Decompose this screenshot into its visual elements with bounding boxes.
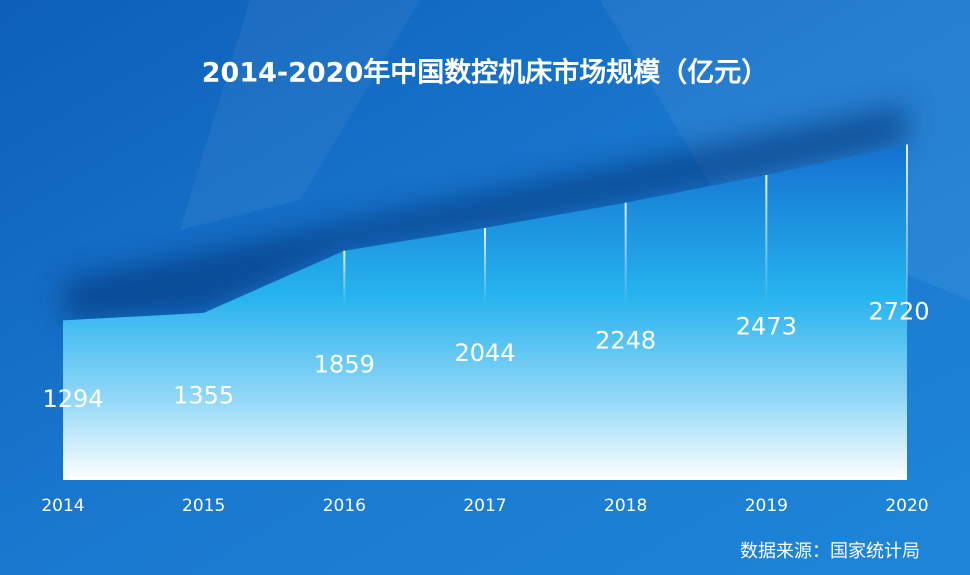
area — [63, 144, 907, 481]
x-tick-label: 2014 — [41, 496, 84, 516]
area-shadow — [63, 104, 907, 321]
x-tick-label: 2017 — [463, 496, 506, 516]
value-label: 1355 — [173, 381, 234, 409]
source-note: 数据来源：国家统计局 — [740, 541, 920, 562]
value-label: 2248 — [595, 326, 656, 354]
drop-line — [484, 227, 486, 305]
value-label: 2720 — [868, 297, 929, 325]
x-tick-label: 2015 — [182, 496, 225, 516]
value-label: 1859 — [314, 350, 375, 378]
drop-line — [906, 144, 908, 330]
plot: 1294 2014 1355 2015 1859 2016 2044 2017 2248 2018… — [41, 104, 930, 516]
value-label: 1294 — [42, 385, 103, 413]
x-tick-label: 2018 — [604, 496, 647, 516]
x-tick-label: 2016 — [323, 496, 366, 516]
value-label: 2044 — [454, 339, 515, 367]
chart-title: 2014-2020年中国数控机床市场规模（亿元） — [202, 57, 769, 89]
x-tick-label: 2019 — [745, 496, 788, 516]
value-label: 2473 — [736, 312, 797, 340]
drop-line — [624, 202, 627, 305]
x-tick-label: 2020 — [885, 496, 928, 516]
bg-decor — [180, 0, 420, 230]
drop-line — [765, 174, 768, 305]
drop-line — [343, 250, 346, 305]
